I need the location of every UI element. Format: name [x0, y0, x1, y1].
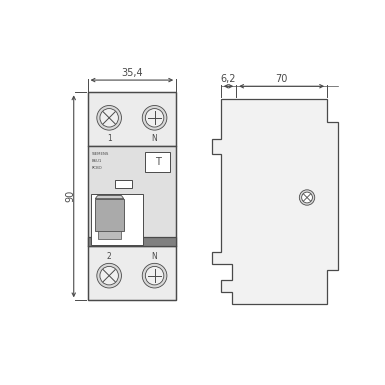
Circle shape	[100, 266, 119, 285]
Polygon shape	[88, 146, 176, 246]
Polygon shape	[115, 180, 132, 188]
Polygon shape	[98, 231, 122, 239]
Circle shape	[142, 263, 167, 288]
Text: SIEMENS: SIEMENS	[92, 152, 109, 156]
Text: 2: 2	[107, 252, 112, 261]
Circle shape	[146, 109, 164, 127]
Text: 70: 70	[275, 74, 288, 84]
Circle shape	[97, 105, 122, 130]
Text: N: N	[152, 252, 157, 261]
Text: 6,2: 6,2	[221, 74, 236, 84]
Polygon shape	[88, 237, 176, 246]
Circle shape	[100, 109, 119, 127]
Text: T: T	[155, 157, 161, 167]
Polygon shape	[212, 99, 338, 304]
Polygon shape	[95, 199, 124, 231]
Text: N: N	[152, 134, 157, 143]
Polygon shape	[88, 246, 176, 300]
Text: B6U1: B6U1	[92, 159, 102, 163]
Circle shape	[300, 190, 315, 205]
Text: 35,4: 35,4	[121, 68, 143, 78]
Circle shape	[142, 105, 167, 130]
Polygon shape	[92, 194, 143, 245]
Text: 1: 1	[107, 134, 112, 143]
Polygon shape	[146, 152, 170, 172]
Circle shape	[302, 192, 312, 203]
Text: RCBO: RCBO	[92, 166, 102, 169]
Polygon shape	[95, 196, 124, 199]
Circle shape	[97, 263, 122, 288]
Text: 90: 90	[65, 190, 75, 203]
Circle shape	[146, 266, 164, 285]
Polygon shape	[88, 92, 176, 146]
